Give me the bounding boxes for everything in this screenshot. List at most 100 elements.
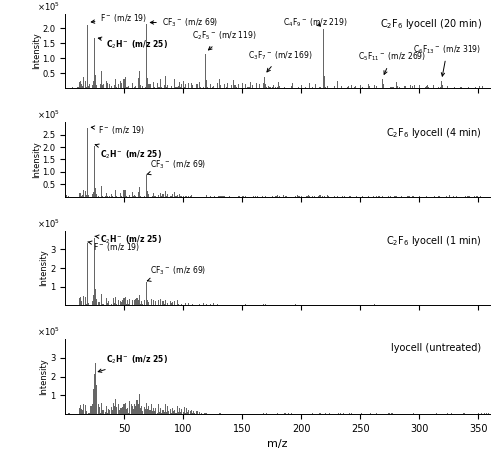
Bar	[336, 305, 337, 306]
Bar	[95, 188, 96, 197]
Bar	[326, 195, 328, 197]
Bar	[409, 305, 410, 306]
Bar	[268, 87, 270, 88]
Bar	[266, 87, 268, 88]
Bar	[152, 196, 153, 197]
Bar	[80, 81, 81, 88]
Bar	[119, 305, 120, 306]
Bar	[300, 86, 302, 88]
Bar	[120, 81, 121, 88]
Bar	[180, 87, 181, 88]
Bar	[144, 410, 146, 414]
Bar	[160, 193, 161, 197]
Bar	[214, 305, 216, 306]
Bar	[212, 87, 213, 88]
Text: F$^-$ (m/z 19): F$^-$ (m/z 19)	[92, 124, 145, 135]
Bar	[220, 85, 222, 88]
Bar	[82, 305, 83, 306]
Bar	[166, 87, 167, 88]
Bar	[119, 410, 120, 414]
Bar	[453, 305, 454, 306]
Bar	[120, 301, 121, 306]
Bar	[93, 81, 94, 88]
Bar	[106, 193, 107, 197]
Bar	[298, 196, 300, 197]
Bar	[208, 305, 210, 306]
Text: C$_3$F$_7$$^-$ (m/z 169): C$_3$F$_7$$^-$ (m/z 169)	[248, 49, 313, 72]
Bar	[153, 300, 154, 306]
Bar	[488, 413, 490, 414]
Bar	[185, 413, 186, 414]
Bar	[140, 408, 141, 414]
Bar	[167, 194, 168, 197]
Bar	[110, 407, 112, 414]
Bar	[90, 305, 92, 306]
Bar	[174, 410, 176, 414]
Bar	[410, 85, 412, 88]
Bar	[84, 81, 86, 88]
Bar	[165, 300, 166, 306]
Bar	[106, 81, 107, 88]
Bar	[298, 87, 300, 88]
Bar	[434, 196, 435, 197]
Bar	[484, 305, 486, 306]
Bar	[110, 86, 112, 88]
Bar	[82, 194, 83, 197]
Bar	[250, 81, 251, 88]
Bar	[239, 196, 240, 197]
Text: C$_2$H$^-$ (m/z 25): C$_2$H$^-$ (m/z 25)	[98, 354, 168, 372]
Bar	[159, 87, 160, 88]
Bar	[166, 196, 167, 197]
Bar	[407, 196, 408, 197]
Bar	[104, 412, 106, 414]
Bar	[193, 411, 194, 414]
Bar	[323, 29, 324, 88]
Bar	[219, 413, 220, 414]
Bar	[108, 409, 109, 414]
Bar	[116, 196, 117, 197]
Bar	[434, 305, 435, 306]
Text: C$_6$F$_{13}$$^-$ (m/z 319): C$_6$F$_{13}$$^-$ (m/z 319)	[414, 43, 482, 76]
Bar	[142, 86, 144, 88]
Bar	[176, 300, 178, 306]
Bar	[127, 408, 128, 414]
Bar	[196, 84, 198, 88]
Bar	[167, 302, 168, 306]
Bar	[447, 413, 448, 414]
Bar	[199, 412, 200, 414]
Bar	[86, 195, 87, 197]
Bar	[368, 196, 369, 197]
Bar	[328, 196, 329, 197]
Bar	[191, 194, 192, 197]
Bar	[133, 410, 134, 414]
Bar	[264, 76, 265, 88]
Bar	[414, 85, 415, 88]
Bar	[101, 186, 102, 197]
Bar	[154, 87, 156, 88]
Bar	[93, 192, 94, 197]
Bar	[362, 196, 363, 197]
Bar	[101, 71, 102, 88]
Bar	[110, 304, 112, 306]
Bar	[156, 83, 158, 88]
Bar	[107, 83, 108, 88]
Bar	[374, 304, 375, 306]
Bar	[412, 196, 414, 197]
Bar	[146, 403, 147, 414]
Bar	[213, 86, 214, 88]
Bar	[146, 175, 147, 197]
Bar	[81, 301, 82, 306]
Bar	[115, 399, 116, 414]
Bar	[312, 87, 314, 88]
Bar	[128, 413, 130, 414]
Bar	[115, 79, 116, 88]
Bar	[166, 305, 167, 306]
Bar	[126, 196, 127, 197]
Bar	[277, 87, 278, 88]
Bar	[294, 304, 296, 306]
Bar	[192, 413, 193, 414]
Bar	[188, 196, 190, 197]
Bar	[242, 196, 244, 197]
Bar	[126, 409, 127, 414]
Bar	[148, 84, 150, 88]
